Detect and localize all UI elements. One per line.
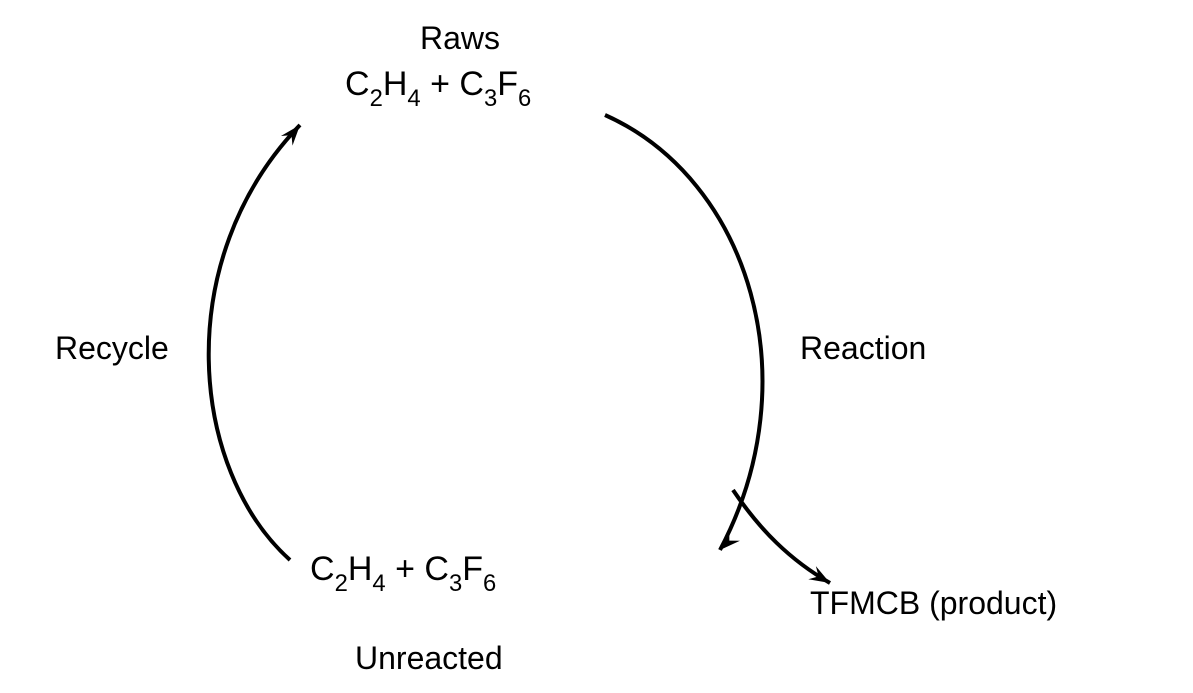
reaction-arrow-path xyxy=(605,115,762,550)
cycle-diagram: Raws Recycle Reaction Unreacted TFMCB (p… xyxy=(0,0,1193,693)
product-label: TFMCB (product) xyxy=(810,585,1057,622)
recycle-label: Recycle xyxy=(55,330,169,367)
product-arrowhead xyxy=(808,566,830,583)
reaction-label: Reaction xyxy=(800,330,926,367)
top-formula: C2H4 + C3F6 xyxy=(345,65,531,110)
bottom-formula: C2H4 + C3F6 xyxy=(310,550,496,595)
product-arrow-path xyxy=(733,490,830,583)
unreacted-label: Unreacted xyxy=(355,640,503,677)
recycle-arrow-path xyxy=(209,125,300,560)
raws-label: Raws xyxy=(420,20,500,57)
